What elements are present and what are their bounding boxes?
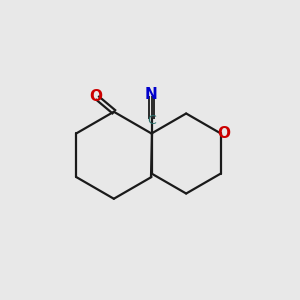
Text: O: O	[217, 126, 230, 141]
Text: N: N	[145, 87, 158, 102]
Text: C: C	[147, 114, 156, 128]
Text: O: O	[90, 89, 103, 104]
